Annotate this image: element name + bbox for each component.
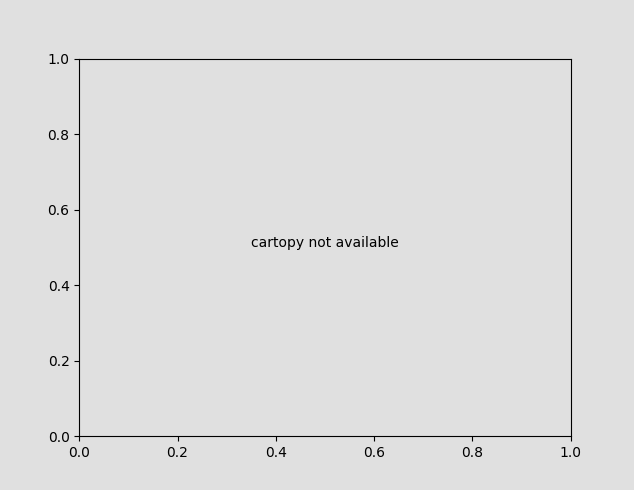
Text: cartopy not available: cartopy not available [251,237,399,250]
